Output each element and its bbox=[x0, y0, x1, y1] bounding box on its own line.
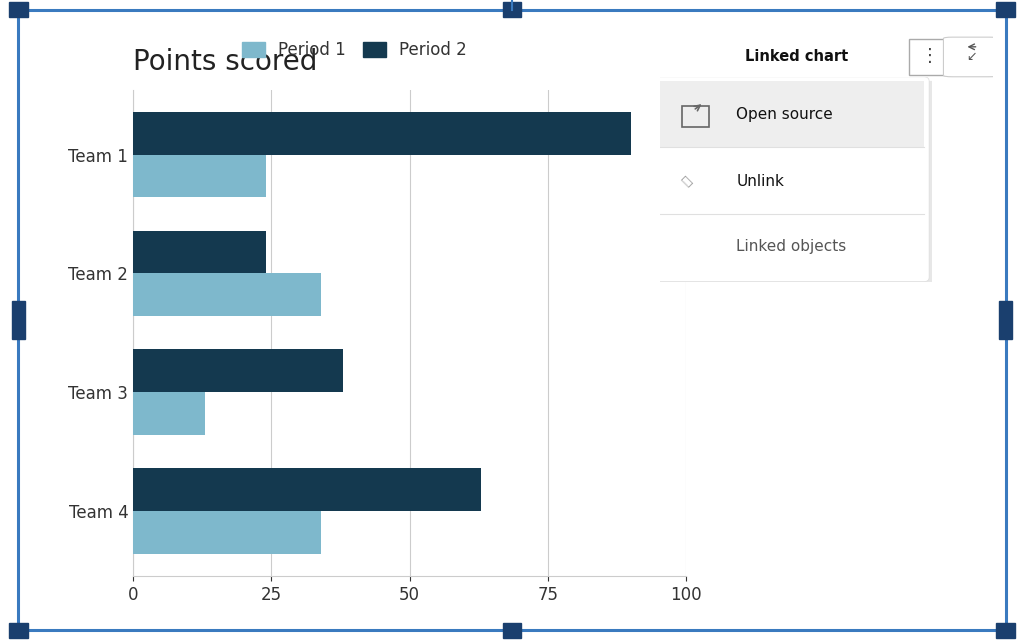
FancyBboxPatch shape bbox=[679, 32, 1006, 82]
Bar bbox=[682, 106, 710, 127]
Text: ↗: ↗ bbox=[967, 49, 977, 63]
FancyBboxPatch shape bbox=[943, 37, 997, 77]
FancyBboxPatch shape bbox=[655, 77, 929, 282]
Bar bbox=[133, 154, 266, 197]
Text: Linked objects: Linked objects bbox=[736, 239, 847, 254]
Text: Open source: Open source bbox=[736, 107, 834, 122]
Text: ↙: ↙ bbox=[967, 49, 977, 63]
Bar bbox=[133, 273, 322, 316]
Text: ⛓: ⛓ bbox=[680, 174, 695, 189]
Bar bbox=[133, 468, 481, 511]
FancyBboxPatch shape bbox=[659, 81, 937, 291]
Bar bbox=[133, 392, 205, 435]
FancyBboxPatch shape bbox=[908, 38, 951, 76]
Text: ⋮: ⋮ bbox=[921, 47, 939, 65]
Bar bbox=[133, 511, 322, 554]
Text: Unlink: Unlink bbox=[736, 173, 784, 189]
Bar bbox=[660, 81, 924, 147]
Bar bbox=[133, 112, 631, 154]
Legend: Period 1, Period 2: Period 1, Period 2 bbox=[234, 35, 474, 66]
Text: Linked chart: Linked chart bbox=[745, 49, 849, 63]
Bar bbox=[133, 349, 343, 392]
Bar bbox=[133, 230, 266, 273]
Text: Points scored: Points scored bbox=[133, 48, 317, 76]
